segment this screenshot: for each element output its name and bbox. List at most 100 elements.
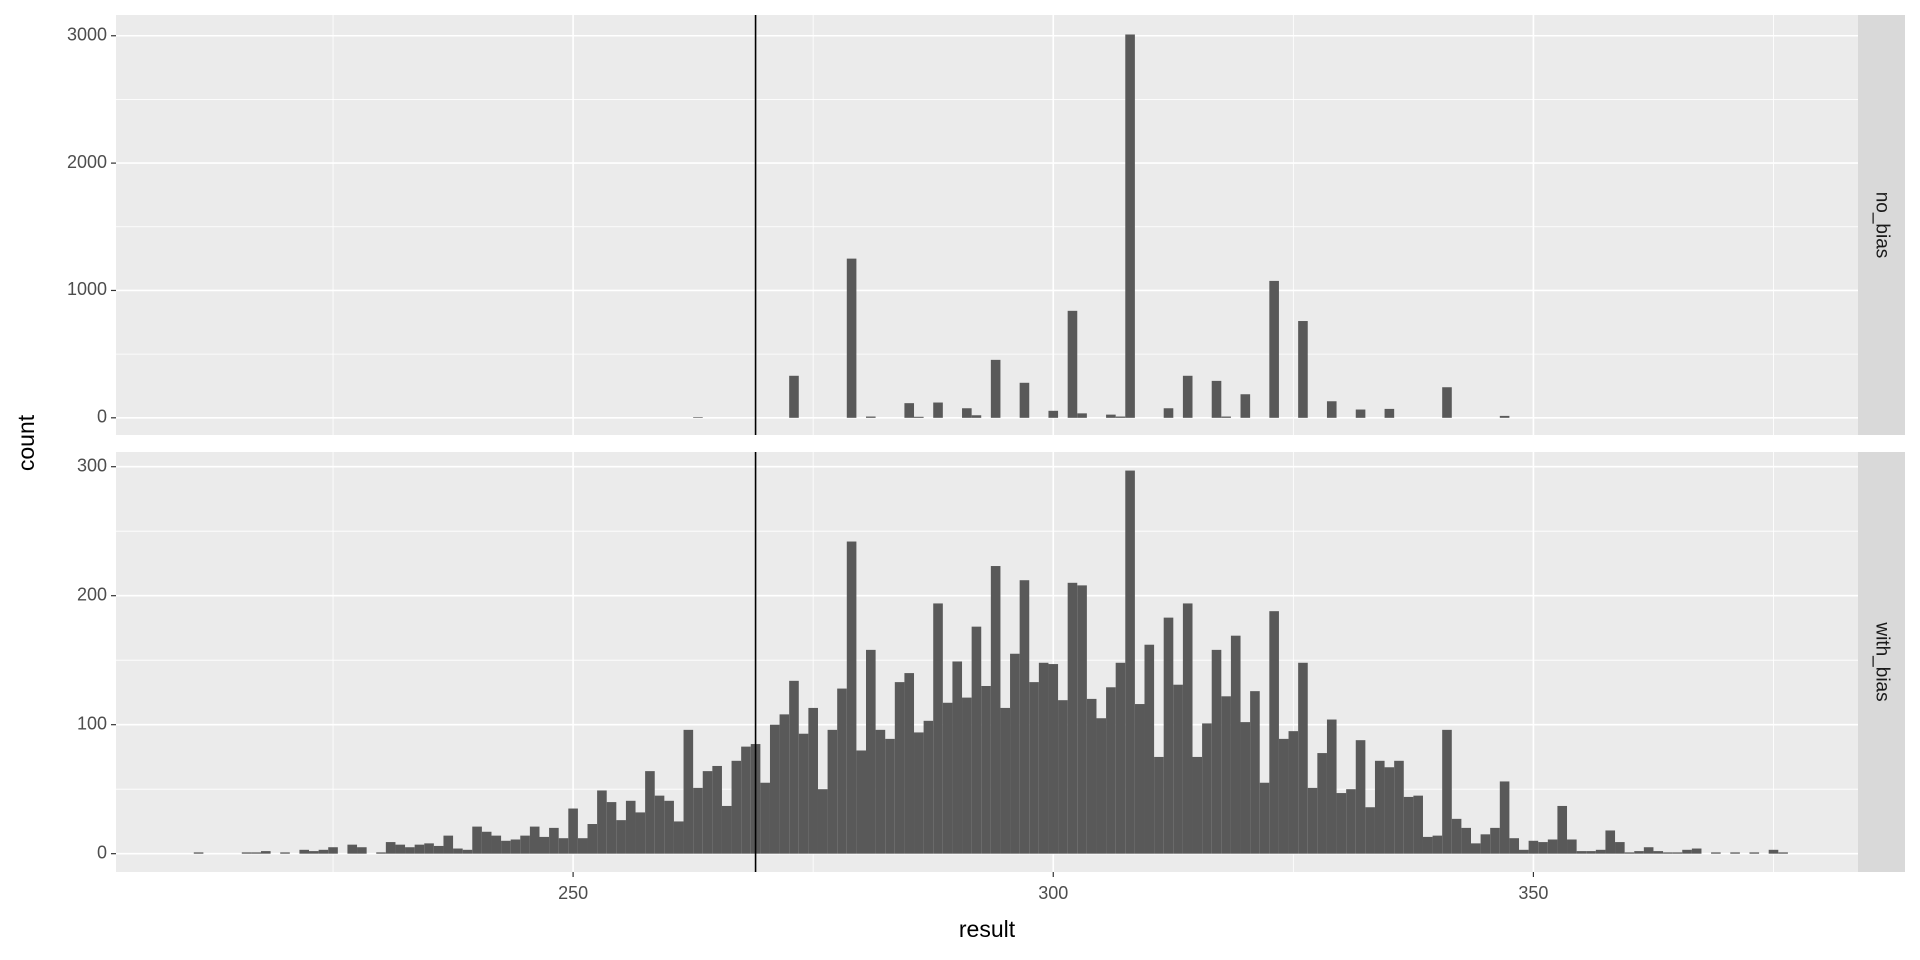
y-tick-label: 100 <box>77 713 107 733</box>
histogram-bar <box>1634 851 1644 854</box>
histogram-bar <box>1298 662 1308 854</box>
histogram-bar <box>702 771 713 854</box>
histogram-bar <box>1163 408 1174 418</box>
histogram-bar <box>1211 380 1222 418</box>
histogram-bar <box>1058 700 1068 854</box>
histogram-bar <box>894 682 905 854</box>
histogram-bar <box>1326 401 1337 418</box>
histogram-bar <box>962 408 972 418</box>
histogram-bar <box>962 697 972 854</box>
histogram-bar <box>1067 310 1078 418</box>
histogram-bar <box>837 688 847 854</box>
histogram-bar <box>1077 413 1087 418</box>
histogram-bar <box>1115 416 1126 418</box>
histogram-bar <box>990 566 1001 854</box>
histogram-bar <box>414 844 425 854</box>
histogram-bar <box>875 729 886 854</box>
histogram-bar <box>1442 729 1452 854</box>
histogram-bar <box>914 732 924 854</box>
histogram-bar <box>1115 662 1126 854</box>
histogram-bar <box>193 852 204 854</box>
histogram-bar <box>1643 847 1654 854</box>
histogram-bar <box>1326 719 1337 854</box>
histogram-bar <box>453 848 463 854</box>
histogram-bar <box>1000 707 1011 854</box>
histogram-bar <box>1595 849 1606 854</box>
histogram-bar <box>721 805 732 854</box>
histogram-bar <box>1442 387 1452 418</box>
histogram-bar <box>1346 789 1356 854</box>
strip-label: with_bias <box>1871 621 1892 701</box>
histogram-bar <box>433 845 444 854</box>
histogram-bar <box>1528 840 1539 854</box>
histogram-bar <box>299 849 310 854</box>
histogram-bar <box>1672 852 1683 854</box>
histogram-bar <box>491 835 502 854</box>
histogram-bar <box>1154 756 1164 854</box>
histogram-bar <box>1202 723 1212 854</box>
histogram-bar <box>1298 321 1308 418</box>
histogram-bar <box>625 800 636 854</box>
histogram-bar <box>1125 470 1135 854</box>
histogram-bar <box>1567 839 1577 854</box>
histogram-bar <box>1605 830 1616 854</box>
histogram-bar <box>1048 410 1059 418</box>
histogram-bar <box>914 416 924 418</box>
histogram-bar <box>1240 394 1251 418</box>
histogram-bar <box>1029 682 1039 854</box>
histogram-bar <box>827 729 838 854</box>
histogram-bar <box>462 849 473 854</box>
histogram-bar <box>443 835 454 854</box>
histogram-bar <box>587 824 598 854</box>
histogram-bar <box>261 851 271 854</box>
x-tick-label: 300 <box>1038 883 1068 903</box>
histogram-bar <box>808 707 818 854</box>
histogram-bar <box>1077 585 1087 854</box>
histogram-bar <box>971 415 982 418</box>
histogram-bar <box>846 258 857 418</box>
histogram-bar <box>481 831 492 854</box>
histogram-bar <box>990 359 1001 418</box>
histogram-bar <box>1384 408 1395 418</box>
histogram-bar <box>1663 852 1673 854</box>
histogram-bar <box>1691 848 1702 854</box>
histogram-bar <box>1384 767 1395 854</box>
histogram-bar <box>1432 835 1443 854</box>
histogram-bar <box>1615 842 1625 854</box>
histogram-bar <box>1144 644 1155 854</box>
histogram-bar <box>280 852 290 854</box>
histogram-bar <box>1278 738 1289 854</box>
histogram-bar <box>789 680 799 854</box>
histogram-bar <box>1509 838 1520 854</box>
y-tick-label: 200 <box>77 584 107 604</box>
histogram-bar <box>1624 852 1635 854</box>
histogram-bar <box>1682 849 1692 854</box>
histogram-bar <box>933 402 943 418</box>
histogram-bar <box>1086 698 1097 854</box>
histogram-bar <box>558 838 569 854</box>
panel-background <box>116 15 1858 435</box>
histogram-bar <box>635 812 646 854</box>
histogram-bar <box>597 790 607 854</box>
histogram-bar <box>817 789 828 854</box>
histogram-bar <box>683 729 694 854</box>
histogram-bar <box>568 808 578 854</box>
histogram-bar <box>664 800 674 854</box>
histogram-bar <box>241 852 252 854</box>
histogram-bar <box>318 849 329 854</box>
histogram-bar <box>1461 827 1471 854</box>
histogram-bar <box>1653 851 1664 854</box>
y-tick-label: 2000 <box>67 152 107 172</box>
histogram-bar <box>1019 580 1030 854</box>
histogram-bar <box>549 827 559 854</box>
x-axis-title: result <box>959 916 1016 942</box>
histogram-bar <box>1250 691 1260 854</box>
histogram-bar <box>856 750 867 854</box>
histogram-bar <box>1192 756 1203 854</box>
histogram-bar <box>328 847 338 854</box>
histogram-bar <box>606 802 617 854</box>
histogram-bar <box>1163 617 1174 854</box>
histogram-bar <box>693 417 703 418</box>
histogram-bar <box>1778 852 1788 854</box>
